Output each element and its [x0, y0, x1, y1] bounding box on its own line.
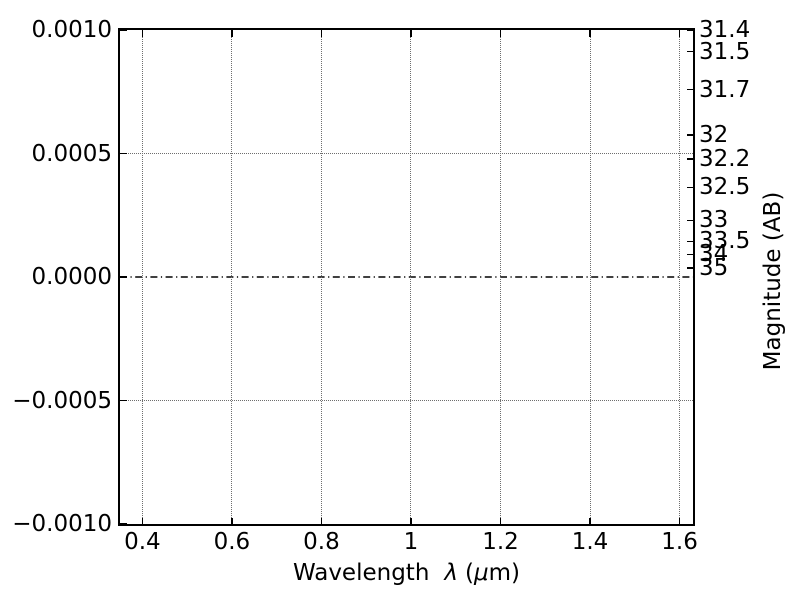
mag-tick-mark-right [686, 186, 693, 189]
mag-tick-label: 31.7 [699, 76, 751, 103]
x-gridline [141, 30, 143, 524]
x-axis-label: Wavelength λ (μm) [120, 558, 693, 588]
x-tick-label: 1.6 [661, 529, 698, 555]
x-tick-mark-bottom [678, 517, 681, 524]
y-tick-label-left: 0.0010 [31, 17, 112, 43]
x-gridline [679, 30, 681, 524]
x-tick-label: 0.6 [213, 529, 251, 555]
mag-tick-mark-right [686, 158, 693, 160]
zero-flux-line [120, 276, 693, 278]
y-tick-label-left: −0.0010 [12, 511, 112, 537]
x-tick-mark-top [589, 30, 591, 37]
x-tick-mark-bottom [499, 517, 502, 524]
x-gridline [410, 30, 412, 524]
mag-tick-label: 32 [699, 121, 729, 148]
x-tick-mark-bottom [410, 517, 412, 524]
mag-tick-mark-right [686, 29, 693, 31]
y-tick-label-left: 0.0005 [31, 140, 112, 167]
x-tick-mark-top [320, 30, 323, 37]
y-tick-label-left: 0.0000 [31, 264, 112, 290]
mag-tick-mark-right [686, 134, 693, 136]
x-tick-mark-top [678, 30, 681, 37]
mag-tick-label: 32.5 [699, 174, 751, 201]
x-tick-mark-bottom [589, 517, 591, 524]
x-tick-label: 0.8 [303, 529, 340, 555]
y-tick-mark-left [120, 276, 127, 278]
mag-tick-mark-right [686, 253, 693, 256]
x-axis-label-word: Wavelength [292, 560, 430, 586]
x-tick-label: 0.4 [124, 529, 161, 555]
plot-area [118, 28, 695, 526]
mag-tick-mark-right [686, 240, 693, 243]
mag-tick-mark-right [686, 50, 693, 53]
mag-tick-label: 31.5 [699, 38, 751, 65]
mag-tick-label: 31.4 [699, 17, 751, 43]
x-tick-mark-top [141, 30, 144, 37]
x-axis-unit-rest: m) [488, 560, 521, 586]
y-tick-mark-left [120, 399, 127, 402]
x-tick-mark-bottom [231, 517, 233, 524]
x-tick-label: 1.4 [571, 529, 609, 555]
x-tick-mark-top [231, 30, 233, 37]
x-gridline [231, 30, 233, 524]
y-gridline [120, 400, 693, 401]
mag-tick-label: 34 [699, 241, 729, 268]
x-tick-mark-bottom [141, 517, 144, 524]
x-gridline [589, 30, 591, 524]
y-tick-label-left: −0.0005 [12, 387, 112, 414]
y-tick-mark-left [120, 523, 127, 525]
lambda-symbol: λ [444, 560, 459, 586]
y-tick-mark-left [120, 152, 127, 155]
mag-tick-mark-right [686, 88, 693, 91]
mag-tick-mark-right [686, 219, 693, 222]
mag-tick-label: 33.5 [699, 228, 751, 255]
x-axis-unit-open: ( [465, 560, 475, 586]
y-gridline [120, 153, 693, 154]
x-tick-mark-top [410, 30, 412, 37]
x-gridline [500, 30, 501, 524]
x-tick-mark-bottom [320, 517, 323, 524]
x-tick-label: 1 [403, 529, 419, 555]
y-tick-mark-left [120, 29, 127, 31]
right-y-axis-label: Magnitude (AB) [760, 191, 786, 371]
mag-tick-label: 33 [699, 207, 729, 234]
mag-tick-label: 35 [699, 255, 729, 282]
x-gridline [320, 30, 322, 524]
mag-tick-label: 32.2 [699, 145, 751, 172]
mag-tick-mark-right [686, 267, 693, 269]
mu-symbol: μ [474, 560, 489, 586]
x-tick-label: 1.2 [482, 529, 519, 555]
x-tick-mark-top [499, 30, 502, 37]
